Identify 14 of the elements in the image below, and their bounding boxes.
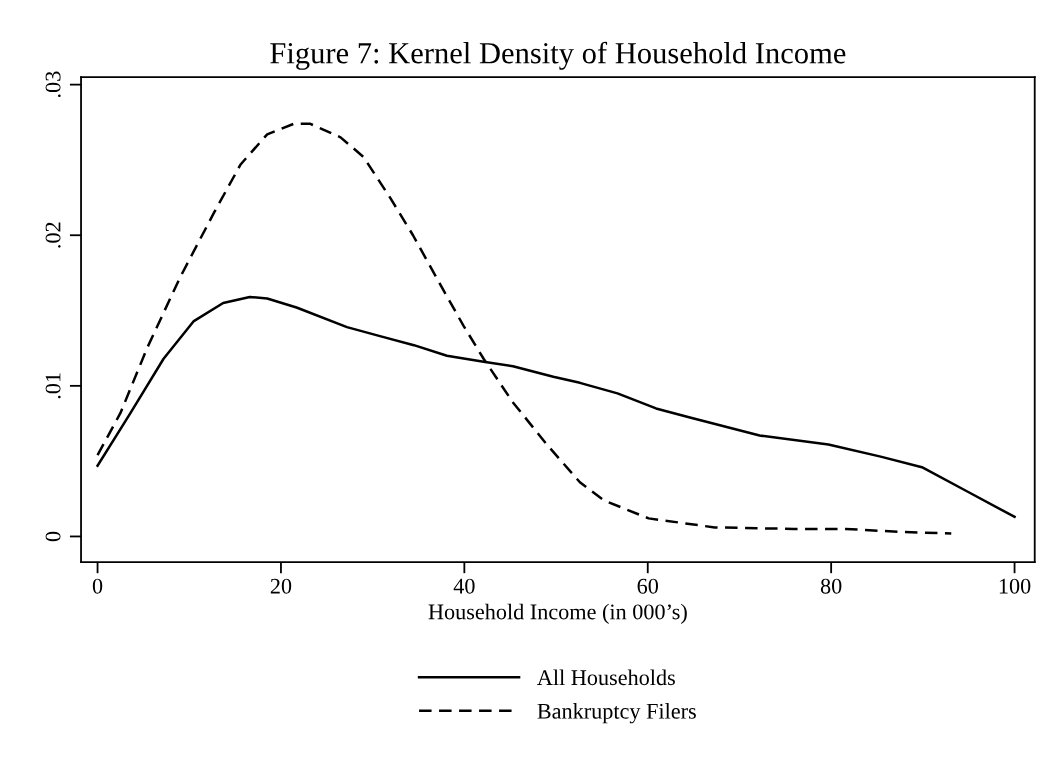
- y-tick-label: .02: [45, 222, 61, 248]
- y-tick-label: .03: [45, 71, 61, 98]
- x-tick-label: 0: [92, 578, 103, 594]
- x-tick-label: 60: [637, 578, 659, 594]
- x-axis-title: Household Income (in 000’s): [428, 603, 687, 624]
- chart-title: Figure 7: Kernel Density of Household Income: [270, 41, 846, 70]
- y-tick-label: 0: [45, 531, 61, 542]
- legend-label: Bankruptcy Filers: [537, 703, 696, 724]
- y-tick-label: .01: [45, 373, 61, 399]
- x-tick-label: 80: [820, 578, 842, 594]
- x-tick-label: 20: [270, 578, 292, 594]
- legend-label: All Households: [537, 669, 675, 686]
- x-tick-label: 40: [453, 578, 475, 594]
- x-tick-label: 100: [999, 578, 1031, 594]
